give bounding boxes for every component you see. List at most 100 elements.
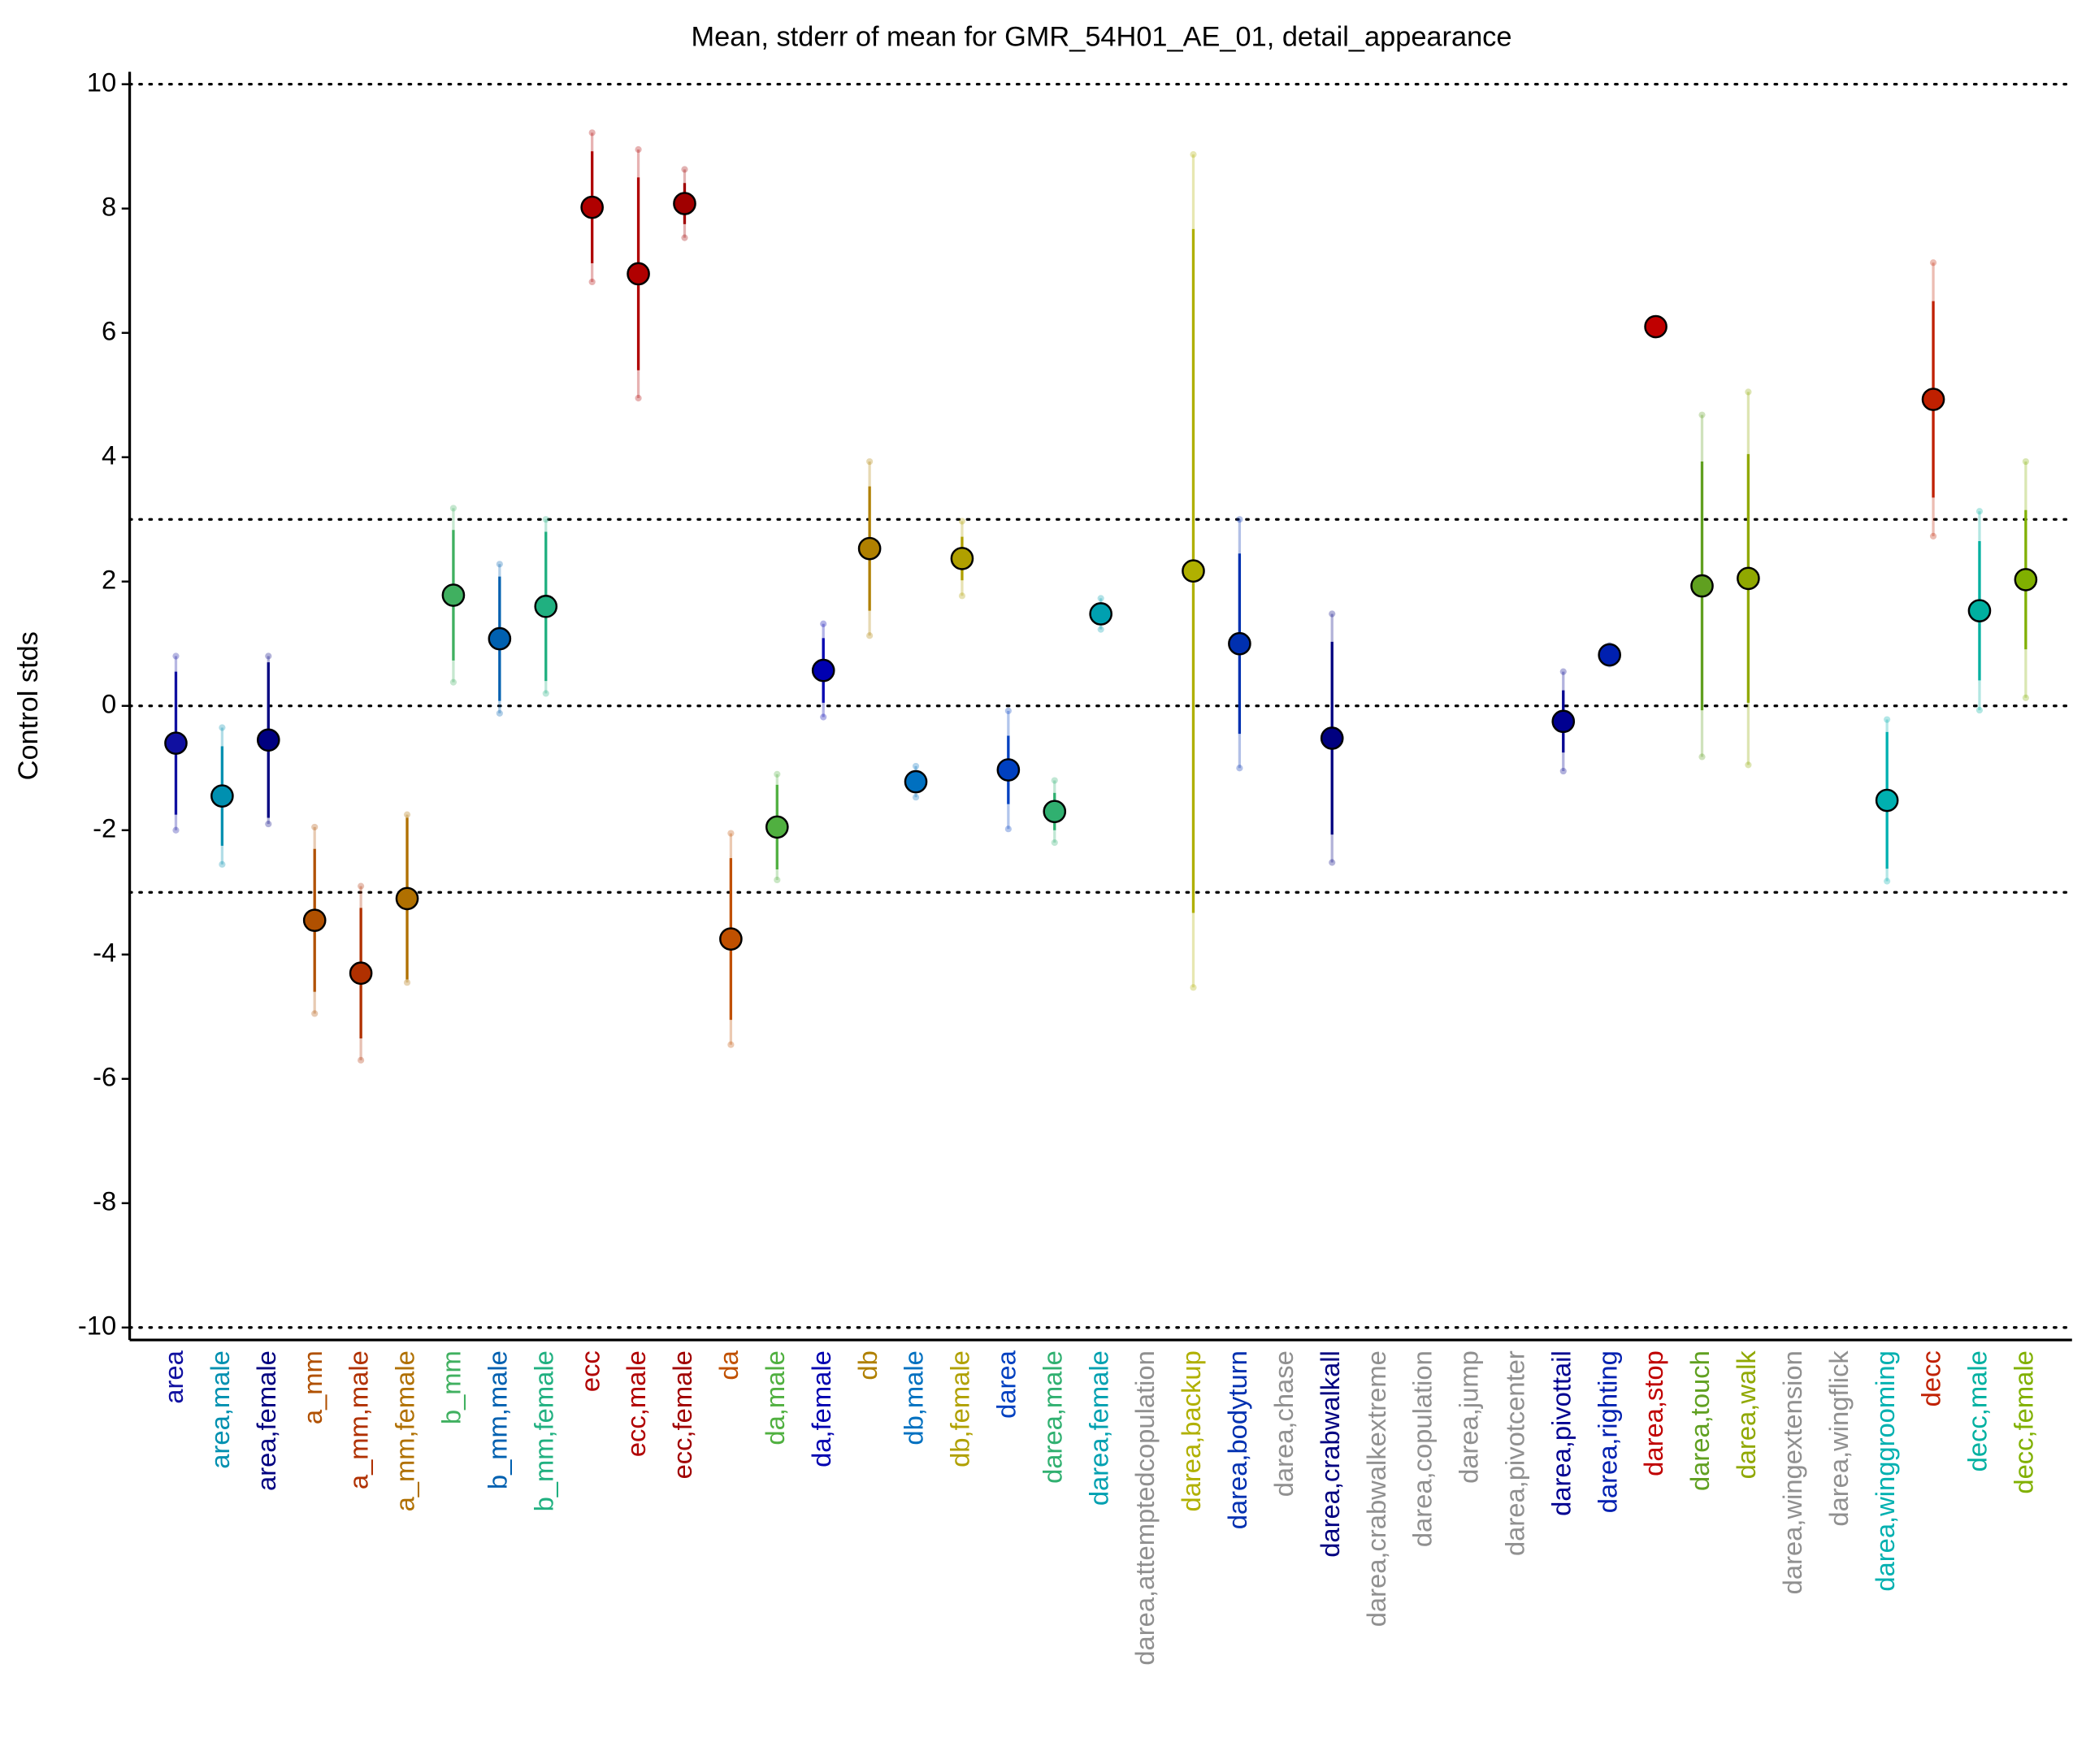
spread-end [172,652,180,660]
x-tick-label: darea,copulation [1407,1350,1438,1547]
x-tick-label: ecc,female [667,1350,697,1479]
x-tick-label: darea,stop [1638,1350,1668,1476]
x-tick-label: area,male [205,1350,235,1469]
x-tick-label: area [158,1350,189,1403]
x-tick-label: darea,pivottail [1546,1350,1576,1516]
spread-end [727,1041,735,1048]
spread-end [1051,777,1058,784]
spread-end [1004,826,1012,833]
spread-end [727,830,735,837]
y-axis-label: Control stds [13,631,44,780]
spread-end [1975,508,1984,515]
x-tick-label: darea,pivotcenter [1499,1350,1529,1556]
spread-end [1190,151,1197,158]
y-tick-label: -6 [93,1061,116,1091]
x-tick-label: a_mm,female [390,1350,420,1511]
spread-end [1329,610,1336,618]
mean-point [1182,559,1205,583]
x-tick-label: darea,female [1083,1350,1113,1506]
x-tick-label: db,male [899,1350,929,1445]
x-tick-label: darea,walk [1731,1350,1761,1480]
spread-end [449,678,458,686]
x-tick-label: darea,male [1037,1350,1067,1484]
mean-point [719,927,743,951]
y-tick-label: 0 [102,688,116,718]
mean-point [857,536,882,561]
spread-end [1236,516,1243,523]
x-tick-label: area,female [251,1350,281,1491]
x-tick-label: decc [1916,1350,1946,1406]
spread-end [172,826,180,834]
spread-end [1745,388,1752,396]
spread-end [1190,984,1197,991]
spread-end [681,234,688,241]
y-tick-label: -4 [93,937,116,967]
mean-point [349,961,373,986]
spread-end [1559,668,1567,675]
mean-point [488,626,512,651]
spread-end [588,278,596,286]
spread-end [1097,626,1104,633]
x-tick-label: a_mm,male [344,1350,374,1489]
spread-end [681,166,688,173]
mean-point [1598,643,1621,667]
mean-point [673,192,696,215]
spread-end [774,876,781,884]
spread-end [2022,694,2029,701]
mean-point [580,195,604,219]
spread-end [1929,532,1937,540]
x-tick-label: darea,righting [1592,1350,1622,1513]
mean-point [210,784,234,808]
spread-end [542,690,549,697]
spread-end [958,592,966,600]
spread-end [588,129,596,137]
spread-end [958,518,966,525]
spread-end [1236,765,1243,772]
y-tick-label: 4 [102,440,116,470]
spread-end [1097,595,1104,602]
spread-end [1745,761,1752,769]
mean-point [1644,314,1667,339]
x-tick-label: darea,attemptedcopulation [1130,1350,1160,1665]
spread-end [912,762,920,770]
y-tick-label: -2 [93,813,116,843]
mean-point [302,908,327,932]
y-tick-label: -8 [93,1185,116,1216]
x-tick-label: darea,bodyturn [1222,1350,1252,1529]
mean-point [534,594,558,618]
x-tick-label: da,female [806,1350,836,1467]
spread-end [912,794,920,801]
spread-end [1698,753,1706,761]
spread-end [496,561,503,568]
x-tick-label: db,female [945,1350,975,1467]
spread-end [1884,716,1891,723]
spread-end [1329,859,1336,866]
mean-point [1228,631,1251,656]
mean-point [1320,726,1344,750]
x-tick-label: darea,winggrooming [1870,1350,1900,1591]
x-tick-label: b_mm,female [528,1350,558,1511]
spread-end [542,516,549,523]
spread-end [1559,767,1567,775]
x-tick-label: darea,touch [1685,1350,1715,1491]
mean-point [1921,388,1945,411]
spread-end [635,145,642,154]
x-tick-label: darea,wingflick [1824,1350,1854,1527]
mean-point [441,583,466,607]
mean-point [1737,566,1760,591]
mean-point [1551,709,1576,734]
spread-end [358,882,365,890]
mean-point [996,758,1021,782]
spread-end [820,713,827,721]
mean-point [256,728,280,752]
y-tick-label: -10 [78,1310,116,1340]
mean-point [950,547,974,570]
mean-point [811,658,835,683]
y-tick-label: 8 [102,191,116,221]
y-tick-label: 10 [87,67,116,97]
spread-end [774,770,781,778]
x-tick-label: a_mm [297,1350,327,1424]
spread-end [1051,839,1058,847]
spread-end [866,632,874,639]
spread-end [1975,706,1984,714]
